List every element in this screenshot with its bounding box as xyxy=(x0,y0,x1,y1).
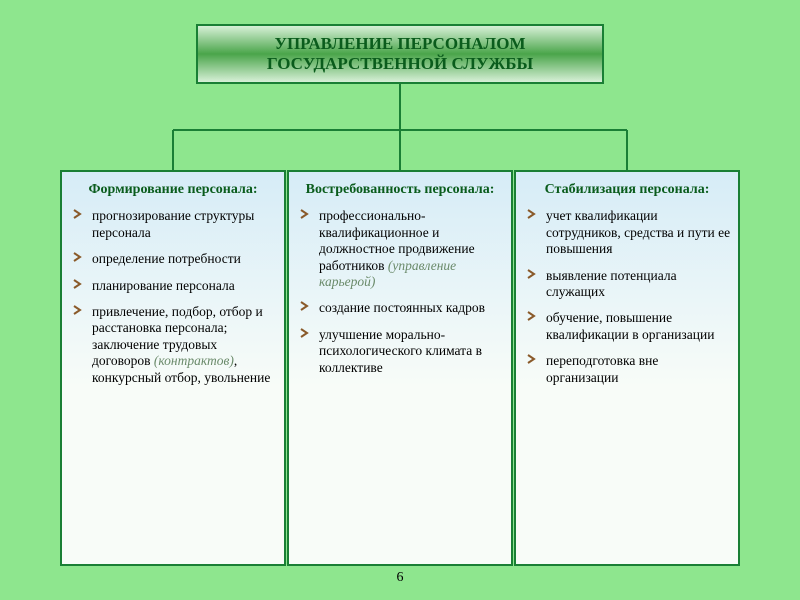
chevron-icon xyxy=(72,304,84,316)
list-item-text: планирование персонала xyxy=(92,278,235,293)
chevron-icon xyxy=(72,278,84,290)
list-item-text: учет квалификации сотрудников, средства … xyxy=(546,208,730,256)
chevron-icon xyxy=(526,268,538,280)
column-demand-heading: Востребованность персонала: xyxy=(295,182,505,198)
list-item-text: обучение, повышение квалификации в орган… xyxy=(546,310,714,341)
bullet-icon xyxy=(526,353,538,369)
list-item: выявление потенциала служащих xyxy=(526,268,732,301)
column-demand-list: профессионально-квалификационное и должн… xyxy=(295,208,505,376)
column-stabilization-heading: Стабилизация персонала: xyxy=(522,182,732,198)
list-item: обучение, повышение квалификации в орган… xyxy=(526,310,732,343)
list-item-italic: (управление карьерой) xyxy=(319,258,456,289)
title-box: УПРАВЛЕНИЕ ПЕРСОНАЛОМ ГОСУДАРСТВЕННОЙ СЛ… xyxy=(196,24,604,84)
bullet-icon xyxy=(299,327,311,343)
chevron-icon xyxy=(299,327,311,339)
chevron-icon xyxy=(299,208,311,220)
list-item: прогнозирование структуры персонала xyxy=(72,208,278,241)
chevron-icon xyxy=(72,251,84,263)
chevron-icon xyxy=(299,300,311,312)
list-item: планирование персонала xyxy=(72,278,278,294)
bullet-icon xyxy=(299,300,311,316)
list-item: профессионально-квалификационное и должн… xyxy=(299,208,505,290)
list-item: улучшение морально-психологического клим… xyxy=(299,327,505,376)
bullet-icon xyxy=(72,251,84,267)
list-item-text: профессионально-квалификационное и должн… xyxy=(319,208,475,289)
list-item-text: улучшение морально-психологического клим… xyxy=(319,327,482,375)
list-item-text: переподготовка вне организации xyxy=(546,353,658,384)
list-item: переподготовка вне организации xyxy=(526,353,732,386)
bullet-icon xyxy=(72,304,84,320)
bullet-icon xyxy=(299,208,311,224)
bullet-icon xyxy=(526,208,538,224)
chevron-icon xyxy=(526,310,538,322)
column-stabilization-list: учет квалификации сотрудников, средства … xyxy=(522,208,732,386)
column-formation-heading: Формирование персонала: xyxy=(68,182,278,198)
list-item: создание постоянных кадров xyxy=(299,300,505,316)
list-item-text: определение потребности xyxy=(92,251,241,266)
slide-root: УПРАВЛЕНИЕ ПЕРСОНАЛОМ ГОСУДАРСТВЕННОЙ СЛ… xyxy=(0,0,800,600)
list-item-text: создание постоянных кадров xyxy=(319,300,485,315)
bullet-icon xyxy=(526,268,538,284)
chevron-icon xyxy=(526,208,538,220)
list-item: определение потребности xyxy=(72,251,278,267)
list-item: учет квалификации сотрудников, средства … xyxy=(526,208,732,257)
list-item: привлечение, подбор, отбор и расстановка… xyxy=(72,304,278,386)
bullet-icon xyxy=(72,208,84,224)
column-stabilization: Стабилизация персонала: учет квалификаци… xyxy=(514,170,740,566)
column-demand: Востребованность персонала: профессионал… xyxy=(287,170,513,566)
chevron-icon xyxy=(526,353,538,365)
list-item-text: привлечение, подбор, отбор и расстановка… xyxy=(92,304,270,385)
list-item-text: выявление потенциала служащих xyxy=(546,268,677,299)
list-item-italic: (контрактов) xyxy=(154,353,234,368)
page-number: 6 xyxy=(0,570,800,586)
column-formation-list: прогнозирование структуры персонала опред… xyxy=(68,208,278,386)
title-text: УПРАВЛЕНИЕ ПЕРСОНАЛОМ ГОСУДАРСТВЕННОЙ СЛ… xyxy=(206,34,594,73)
list-item-text: прогнозирование структуры персонала xyxy=(92,208,254,239)
bullet-icon xyxy=(526,310,538,326)
column-formation: Формирование персонала: прогнозирование … xyxy=(60,170,286,566)
bullet-icon xyxy=(72,278,84,294)
chevron-icon xyxy=(72,208,84,220)
